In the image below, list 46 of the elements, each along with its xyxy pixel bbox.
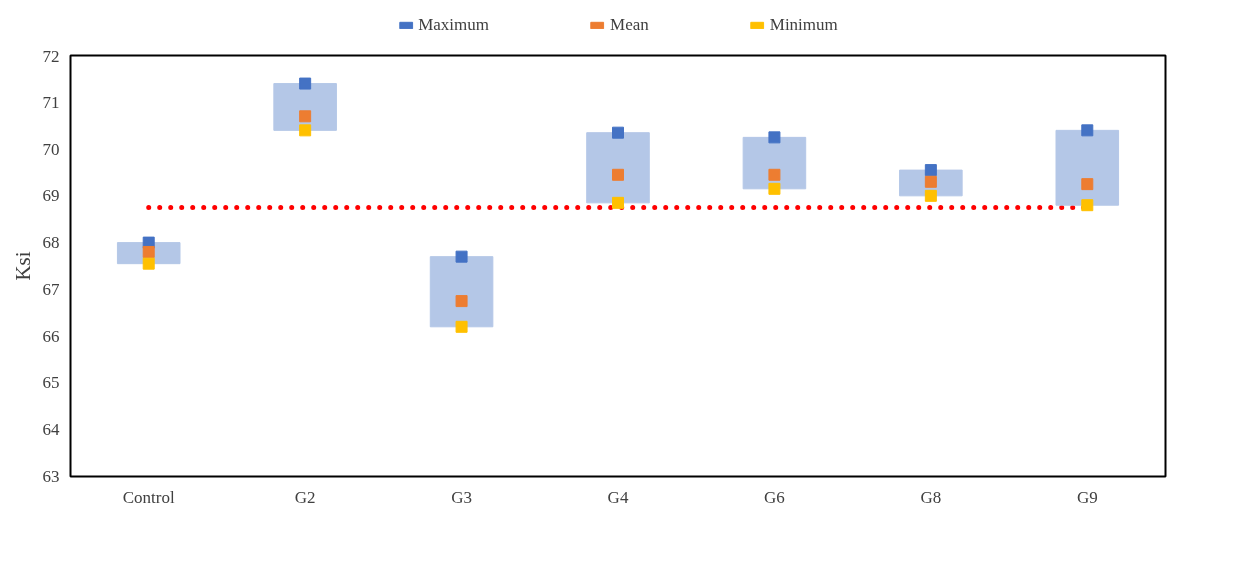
y-axis-title: Ksi [10, 251, 35, 281]
x-tick-label: G6 [764, 487, 785, 507]
y-tick-label: 63 [42, 467, 60, 486]
point [612, 168, 624, 181]
bar [1055, 129, 1120, 206]
point [455, 295, 468, 308]
point [142, 257, 155, 270]
legend-label: Minimum [769, 15, 838, 35]
bar [586, 132, 650, 204]
point [299, 124, 312, 137]
legend-label: Mean [610, 15, 649, 35]
y-tick-label: 66 [42, 326, 60, 346]
point [299, 77, 312, 90]
point [612, 196, 624, 209]
x-tick-label: G3 [451, 487, 472, 507]
point [455, 250, 468, 263]
point [299, 110, 312, 123]
y-tick-label: 65 [42, 373, 60, 393]
y-tick-label: 72 [42, 46, 60, 66]
x-tick-label: G9 [1076, 487, 1098, 507]
point [142, 245, 155, 258]
y-tick-label: 68 [42, 233, 60, 253]
point [924, 164, 937, 177]
bar [273, 83, 337, 131]
y-tick-label: 69 [42, 186, 60, 206]
point [1081, 178, 1094, 191]
y-tick-label: 67 [42, 279, 60, 299]
point [924, 175, 937, 188]
point [924, 189, 937, 202]
point [768, 168, 781, 181]
bar [742, 136, 807, 190]
y-tick-label: 64 [42, 420, 60, 440]
x-tick-label: Control [122, 487, 175, 507]
point [612, 126, 624, 139]
x-tick-label: G8 [920, 487, 942, 507]
point [455, 320, 468, 333]
point [1081, 124, 1094, 137]
x-tick-label: G4 [607, 487, 629, 507]
point [1081, 199, 1094, 212]
point [768, 131, 781, 144]
y-tick-label: 70 [42, 139, 60, 159]
point [768, 182, 781, 195]
x-tick-label: G2 [294, 487, 316, 507]
bar [429, 256, 494, 328]
legend-label: Maximum [418, 15, 490, 35]
y-tick-label: 71 [42, 92, 60, 112]
